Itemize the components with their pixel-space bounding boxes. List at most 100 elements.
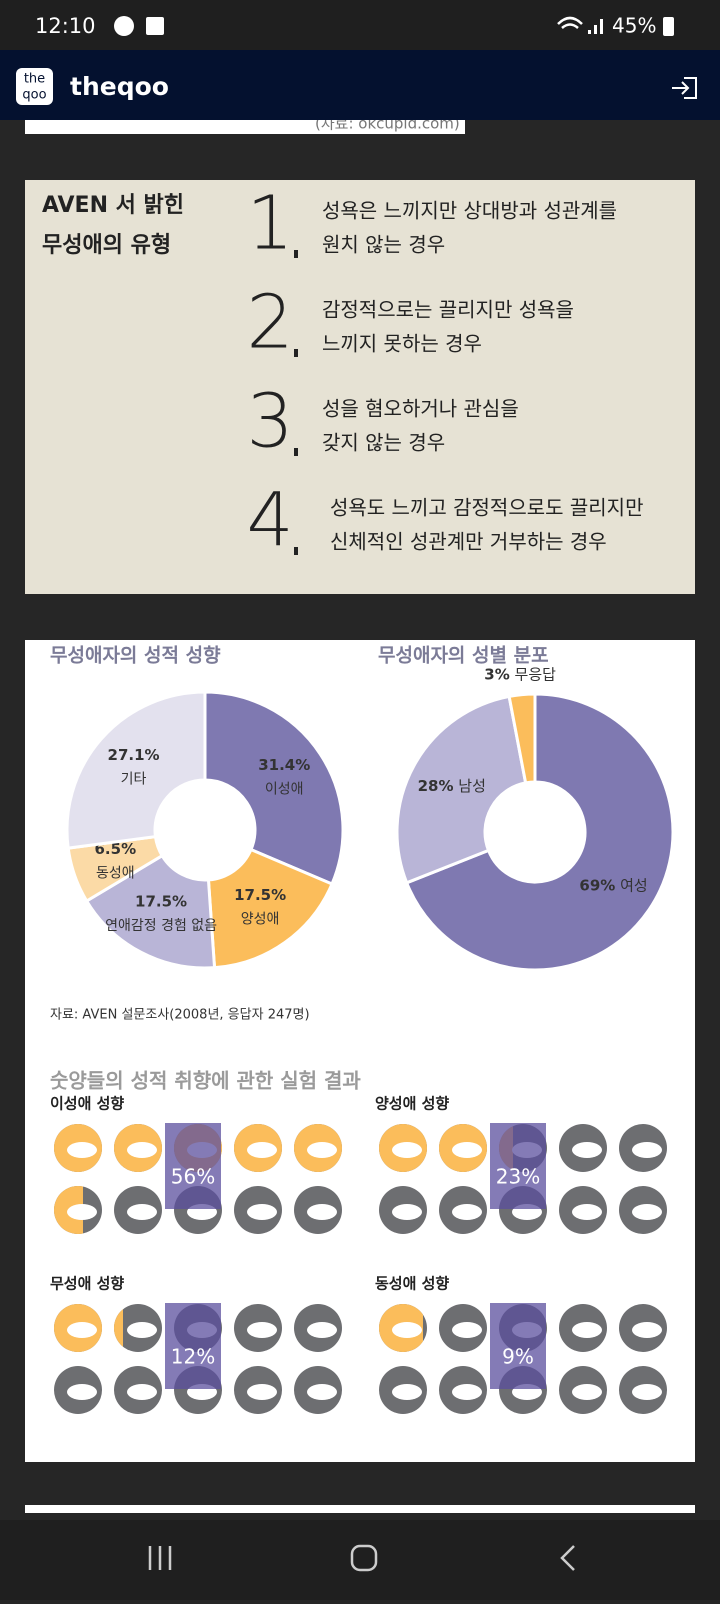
percent-label: 56% (171, 1165, 215, 1189)
sheep-face (67, 1322, 97, 1338)
category-label: 동성애 (96, 865, 135, 881)
number-dot (294, 349, 298, 357)
type-text: 원치 않는 경우 (322, 233, 445, 257)
slice-label: 69% 여성 (579, 876, 647, 894)
percent-box (165, 1303, 221, 1389)
type-number: 3 (246, 379, 293, 465)
logo-text: qoo (22, 88, 46, 103)
sheep-group (379, 1304, 667, 1414)
image-strip (25, 120, 465, 134)
type-text: 느끼지 못하는 경우 (322, 332, 482, 356)
types-heading: 무성애의 유형 (42, 233, 171, 258)
signal-icon (588, 30, 591, 34)
type-text: 갖지 않는 경우 (322, 431, 445, 455)
pie-slice (203, 690, 345, 886)
sheep-face (127, 1384, 157, 1400)
battery-text: 45% (612, 14, 656, 38)
sheep-face (307, 1142, 337, 1158)
pie-slice (206, 847, 334, 970)
value-label: 28% (418, 777, 454, 795)
caption: (자료: okcupid.com) (315, 115, 460, 133)
sheep-face (67, 1142, 97, 1158)
pie-slice (65, 690, 207, 850)
number-dot (294, 547, 298, 555)
recents-button[interactable] (148, 1546, 172, 1570)
sheep-face (632, 1204, 662, 1220)
type-text: 성욕도 느끼고 감정적으로도 끌리지만 (330, 496, 643, 520)
number-dot (294, 448, 298, 456)
value-label: 69% (579, 876, 615, 894)
percent-box (165, 1123, 221, 1209)
types-box (25, 180, 695, 594)
sheep-face (572, 1204, 602, 1220)
battery-icon (663, 17, 674, 36)
sheep-face (452, 1142, 482, 1158)
logo[interactable] (16, 68, 53, 105)
type-text: 신체적인 성관계만 거부하는 경우 (330, 530, 607, 554)
chart-title: 숫양들의 성적 취향에 관한 실험 결과 (50, 1069, 361, 1093)
category-label: 기타 (121, 771, 147, 787)
number-dot (294, 250, 298, 258)
sheep-face (632, 1142, 662, 1158)
sheep-face (127, 1204, 157, 1220)
sheep-face (307, 1204, 337, 1220)
logo-text: the (24, 72, 45, 87)
signal-icon (594, 25, 597, 34)
sheep-face (307, 1384, 337, 1400)
type-number: 1 (246, 181, 293, 267)
sheep-face (127, 1322, 157, 1338)
sheep-face (307, 1322, 337, 1338)
sheep-face (392, 1322, 422, 1338)
percent-box (490, 1303, 546, 1389)
sheep-face (392, 1204, 422, 1220)
percent-box (490, 1123, 546, 1209)
value-label: 31.4% (258, 756, 310, 774)
home-button[interactable] (350, 1544, 378, 1572)
next-image (25, 1505, 695, 1513)
image-icon (146, 17, 164, 35)
type-text: 성을 혐오하거나 관심을 (322, 397, 519, 421)
app-bar (0, 50, 720, 120)
pie-slice (395, 694, 528, 885)
sheep-face (392, 1142, 422, 1158)
sheep-face (452, 1204, 482, 1220)
sheep-face (127, 1142, 157, 1158)
type-text: 감정적으로는 끌리지만 성욕을 (322, 298, 574, 322)
pie-slice (404, 692, 675, 972)
sheep-face (247, 1204, 277, 1220)
panel-title: 이성애 성향 (50, 1095, 124, 1113)
category-label: 연애감정 경험 없음 (105, 918, 217, 934)
sheep-face (632, 1384, 662, 1400)
sheep-fill (114, 1309, 123, 1347)
back-button[interactable] (560, 1545, 575, 1571)
type-number: 4 (246, 478, 293, 564)
percent-label: 23% (496, 1165, 540, 1189)
sheep-face (452, 1322, 482, 1338)
wifi-icon (557, 16, 583, 29)
slice-label: 28% 남성 (418, 777, 486, 795)
sheep-face (247, 1384, 277, 1400)
panel-title: 동성애 성향 (375, 1275, 449, 1293)
sheep-face (392, 1384, 422, 1400)
pie-slice (507, 692, 537, 785)
category-label: 무응답 (515, 665, 557, 683)
chart-title: 무성애자의 성적 성향 (50, 645, 221, 667)
signal-icon (600, 19, 603, 34)
sheep-face (67, 1384, 97, 1400)
app-title[interactable]: theqoo (70, 72, 169, 101)
chart-title: 무성애자의 성별 분포 (378, 645, 549, 667)
percent-label: 9% (502, 1345, 534, 1369)
login-icon[interactable] (672, 77, 697, 99)
sheep-face (632, 1322, 662, 1338)
panel-title: 양성애 성향 (375, 1095, 449, 1113)
sheep-face (67, 1204, 97, 1220)
talk-icon (114, 16, 134, 36)
value-label: 3% (484, 665, 509, 683)
panel-title: 무성애 성향 (50, 1275, 124, 1293)
cropped-image: (자료: okcupid.com) (25, 115, 465, 134)
value-label: 27.1% (108, 746, 160, 764)
